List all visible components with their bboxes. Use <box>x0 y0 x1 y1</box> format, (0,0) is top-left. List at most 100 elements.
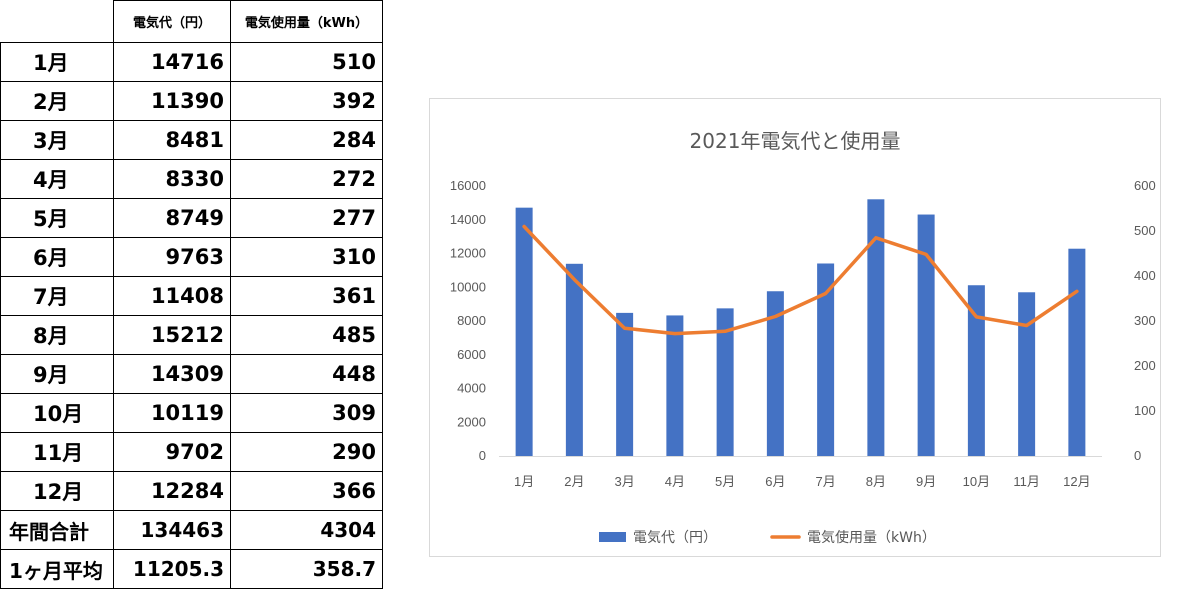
y-left-tick-label: 16000 <box>450 178 486 193</box>
x-tick-label: 7月 <box>816 474 836 489</box>
month-label: 4月 <box>0 159 114 199</box>
usage-value: 272 <box>230 159 383 199</box>
summary-usage: 4304 <box>230 510 383 550</box>
table-row: 12月 12284 366 <box>0 471 383 511</box>
bar-cost <box>917 214 935 456</box>
month-label: 7月 <box>0 276 114 316</box>
usage-value: 310 <box>230 237 383 277</box>
header-usage: 電気使用量（kWh） <box>230 0 383 43</box>
legend-swatch-cost <box>599 532 626 542</box>
cost-value: 14716 <box>113 42 231 82</box>
x-tick-label: 9月 <box>916 474 936 489</box>
usage-value: 309 <box>230 393 383 433</box>
table-row: 11月 9702 290 <box>0 432 383 472</box>
bar-cost <box>766 291 784 456</box>
table-row: 9月 14309 448 <box>0 354 383 394</box>
cost-value: 15212 <box>113 315 231 355</box>
y-right-tick-label: 300 <box>1134 313 1156 328</box>
x-tick-label: 3月 <box>615 474 635 489</box>
cost-value: 12284 <box>113 471 231 511</box>
usage-value: 277 <box>230 198 383 238</box>
y-right-tick-label: 600 <box>1134 178 1156 193</box>
x-tick-label: 5月 <box>715 474 735 489</box>
usage-value: 510 <box>230 42 383 82</box>
bar-cost <box>817 263 835 456</box>
usage-value: 366 <box>230 471 383 511</box>
cost-value: 8481 <box>113 120 231 160</box>
usage-value: 284 <box>230 120 383 160</box>
cost-value: 10119 <box>113 393 231 433</box>
x-tick-label: 4月 <box>665 474 685 489</box>
month-label: 12月 <box>0 471 114 511</box>
x-tick-label: 6月 <box>765 474 785 489</box>
usage-value: 485 <box>230 315 383 355</box>
y-right-tick-label: 0 <box>1134 448 1141 463</box>
y-left-tick-label: 8000 <box>457 313 486 328</box>
y-right-tick-label: 100 <box>1134 403 1156 418</box>
y-left-tick-label: 4000 <box>457 381 486 396</box>
cost-value: 14309 <box>113 354 231 394</box>
table-row: 3月 8481 284 <box>0 120 383 160</box>
legend-label-usage: 電気使用量（kWh） <box>807 529 936 546</box>
x-tick-label: 1月 <box>514 474 534 489</box>
table-row: 4月 8330 272 <box>0 159 383 199</box>
y-left-tick-label: 0 <box>479 448 486 463</box>
summary-row: 1ヶ月平均 11205.3 358.7 <box>0 549 383 589</box>
cost-value: 9763 <box>113 237 231 277</box>
line-usage <box>522 224 1079 336</box>
summary-cost: 11205.3 <box>113 549 231 589</box>
electricity-table: 電気代（円） 電気使用量（kWh） 1月 14716 510 2月 11390 392 3月 84… <box>0 0 383 589</box>
header-corner <box>0 0 114 43</box>
y-left-tick-label: 10000 <box>450 279 486 294</box>
cost-value: 11390 <box>113 81 231 121</box>
usage-value: 448 <box>230 354 383 394</box>
y-right-tick-label: 200 <box>1134 358 1156 373</box>
combo-chart: 2021年電気代と使用量0200040006000800010000120001… <box>450 129 1156 546</box>
y-left-tick-label: 14000 <box>450 212 486 227</box>
summary-cost: 134463 <box>113 510 231 550</box>
summary-label: 1ヶ月平均 <box>0 549 114 589</box>
bar-cost <box>716 308 734 456</box>
bar-cost <box>1068 248 1086 456</box>
y-right-tick-label: 500 <box>1134 223 1156 238</box>
cost-value: 9702 <box>113 432 231 472</box>
cost-value: 8749 <box>113 198 231 238</box>
summary-label: 年間合計 <box>0 510 114 550</box>
table-row: 2月 11390 392 <box>0 81 383 121</box>
header-cost: 電気代（円） <box>113 0 231 43</box>
table-row: 5月 8749 277 <box>0 198 383 238</box>
table-row: 6月 9763 310 <box>0 237 383 277</box>
table-row: 7月 11408 361 <box>0 276 383 316</box>
summary-usage: 358.7 <box>230 549 383 589</box>
cost-value: 11408 <box>113 276 231 316</box>
bar-cost <box>565 263 583 456</box>
month-label: 5月 <box>0 198 114 238</box>
table-row: 1月 14716 510 <box>0 42 383 82</box>
usage-value: 290 <box>230 432 383 472</box>
x-tick-label: 12月 <box>1063 474 1090 489</box>
bar-cost <box>867 199 885 457</box>
table-row: 8月 15212 485 <box>0 315 383 355</box>
y-left-tick-label: 12000 <box>450 246 486 261</box>
month-label: 1月 <box>0 42 114 82</box>
chart-area <box>429 98 1161 557</box>
usage-value: 392 <box>230 81 383 121</box>
month-label: 3月 <box>0 120 114 160</box>
table-header-row: 電気代（円） 電気使用量（kWh） <box>0 0 383 43</box>
summary-row: 年間合計 134463 4304 <box>0 510 383 550</box>
month-label: 2月 <box>0 81 114 121</box>
x-tick-label: 11月 <box>1013 474 1040 489</box>
x-tick-label: 2月 <box>564 474 584 489</box>
bar-cost <box>1018 292 1036 456</box>
bar-cost <box>616 312 634 456</box>
y-left-tick-label: 2000 <box>457 414 486 429</box>
electricity-table-body: 電気代（円） 電気使用量（kWh） 1月 14716 510 2月 11390 392 3月 84… <box>0 0 383 589</box>
month-label: 10月 <box>0 393 114 433</box>
y-left-tick-label: 6000 <box>457 347 486 362</box>
usage-value: 361 <box>230 276 383 316</box>
bar-cost <box>515 207 533 456</box>
x-tick-label: 8月 <box>866 474 886 489</box>
month-label: 8月 <box>0 315 114 355</box>
bar-cost <box>666 315 684 456</box>
month-label: 6月 <box>0 237 114 277</box>
